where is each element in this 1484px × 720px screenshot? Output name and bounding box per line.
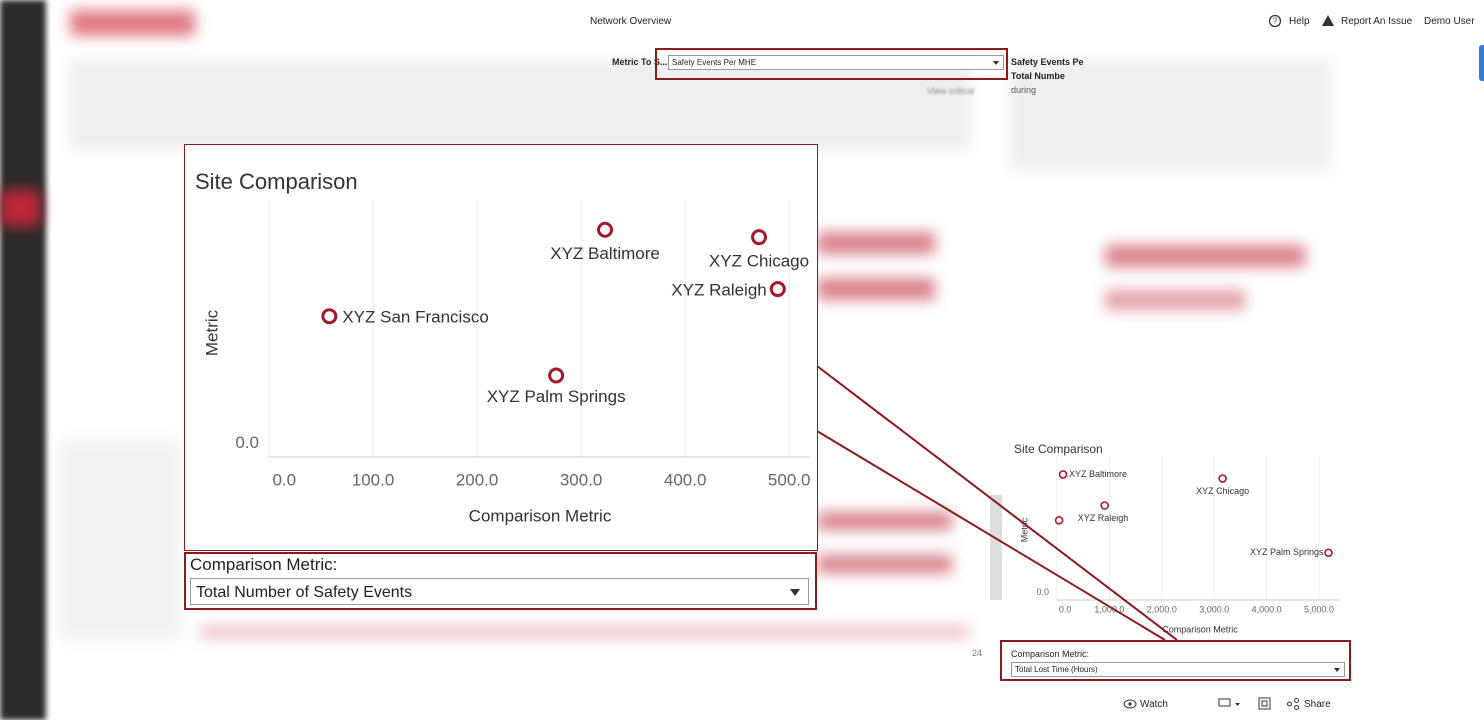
data-point [1100, 501, 1109, 510]
y-tick-label: 0.0 [235, 433, 259, 452]
x-tick-label: 0.0 [1059, 604, 1072, 614]
selector-value: Total Number of Safety Events [196, 584, 413, 601]
panel-blur [1010, 60, 1330, 170]
scrollbar [990, 495, 1002, 600]
caret [1334, 668, 1340, 672]
svg-text:?: ? [1273, 17, 1278, 26]
side-text: Safety Events Pe [1011, 57, 1084, 67]
eye-icon [1123, 699, 1137, 709]
point-label: XYZ Palm Springs [487, 387, 626, 406]
data-point [1054, 516, 1064, 525]
sidebar [0, 0, 46, 720]
x-tick-label: 4,000.0 [1252, 604, 1282, 614]
point-label: XYZ Palm Springs [1250, 547, 1324, 557]
data-point [1058, 470, 1068, 479]
watch-button[interactable]: Watch [1140, 699, 1168, 710]
comparison-dropdown[interactable]: Total Lost Time (Hours) [1011, 662, 1345, 677]
point-label: XYZ Chicago [709, 252, 809, 271]
side-text: during [1011, 85, 1037, 95]
content-blur [60, 440, 180, 640]
device-icon[interactable] [1218, 698, 1242, 710]
sidebar-active [0, 190, 40, 226]
metric-dropdown[interactable]: Safety Events Per MHE [668, 55, 1004, 70]
side-text: Total Numbe [1011, 71, 1065, 81]
x-axis-label: Comparison Metric [1162, 624, 1238, 634]
data-point [548, 367, 565, 384]
logo-blur [70, 10, 195, 36]
content-blur [70, 60, 970, 150]
page-title: Network Overview [590, 16, 672, 27]
x-tick-label: 3,000.0 [1199, 604, 1229, 614]
x-tick-label: 1,000.0 [1094, 604, 1124, 614]
chart-title: Site Comparison [195, 169, 358, 194]
connector [816, 430, 1166, 641]
zoom-frame [184, 144, 818, 551]
x-tick-label: 5,000.0 [1304, 604, 1334, 614]
data-point [769, 281, 786, 298]
point-label: XYZ Raleigh [1078, 513, 1129, 523]
x-tick-label: 300.0 [560, 470, 603, 489]
data-point [1324, 548, 1333, 558]
data-point [597, 221, 614, 238]
x-axis-label: Comparison Metric [469, 506, 612, 525]
bar-blur [817, 232, 935, 254]
fullscreen-icon[interactable] [1258, 697, 1271, 710]
x-tick-label: 400.0 [664, 470, 707, 489]
y-tick-label: 0.0 [1036, 587, 1049, 597]
bar-blur [817, 278, 935, 300]
point-label: XYZ Raleigh [671, 281, 766, 300]
bar-blur [1105, 245, 1305, 267]
selector-label: Comparison Metric: [190, 555, 338, 574]
view-link[interactable]: View critical [927, 86, 975, 96]
scatter-chart: Site Comparison 0.0 100.0 200.0 300.0 400.0 50… [195, 169, 811, 526]
bar-blur [1105, 290, 1245, 310]
bar-blur [817, 555, 952, 573]
fragment-text: 24 [972, 648, 983, 658]
user-menu[interactable]: Demo User [1424, 16, 1475, 27]
blue-tab[interactable] [1479, 45, 1484, 81]
highlight-frame [655, 48, 1008, 80]
connector [816, 365, 1178, 641]
highlight-frame [1000, 640, 1351, 681]
alert-icon [1322, 15, 1334, 26]
point-label: XYZ Baltimore [550, 244, 660, 263]
chart-title: Site Comparison [1014, 442, 1103, 456]
help-link[interactable]: Help [1289, 16, 1310, 27]
x-tick-label: 500.0 [768, 470, 811, 489]
x-tick-label: 100.0 [352, 470, 395, 489]
data-point [751, 229, 768, 246]
share-icon [1287, 698, 1299, 710]
caret [790, 589, 800, 596]
point-label: XYZ Chicago [1196, 486, 1249, 496]
comparison-dropdown[interactable]: Total Number of Safety Events [190, 578, 809, 605]
row-blur [200, 625, 970, 639]
share-button[interactable]: Share [1304, 699, 1331, 710]
x-tick-label: 2,000.0 [1147, 604, 1177, 614]
selector-value: Total Lost Time (Hours) [1015, 665, 1098, 674]
scatter-chart: Site Comparison 0.0 1,000.0 2,000.0 3,000.0 4… [1014, 442, 1340, 634]
y-axis-label: Metric [1019, 517, 1029, 542]
x-tick-label: 0.0 [272, 470, 296, 489]
selector-label: Comparison Metric: [1011, 649, 1090, 659]
caret [993, 61, 999, 65]
y-axis-label: Metric [202, 309, 221, 356]
bar-blur [817, 512, 952, 530]
report-link[interactable]: Report An Issue [1341, 16, 1413, 27]
point-label: XYZ San Francisco [342, 308, 488, 327]
x-tick-label: 200.0 [456, 470, 499, 489]
metric-value: Safety Events Per MHE [672, 58, 757, 67]
metric-label: Metric To S... [612, 57, 668, 67]
data-point [1218, 474, 1227, 483]
point-label: XYZ Baltimore [1069, 469, 1127, 479]
help-icon: ? [1268, 14, 1282, 28]
data-point [321, 308, 338, 325]
